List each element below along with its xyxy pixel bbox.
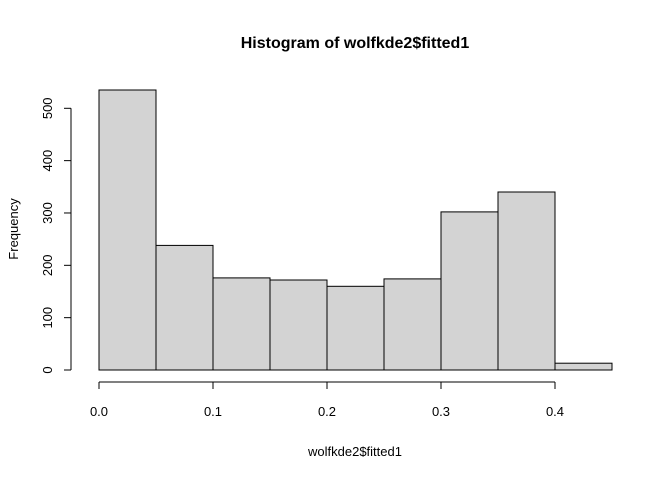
y-tick-label-4: 400 [40, 150, 55, 172]
x-tick-label-0: 0.0 [90, 404, 108, 419]
y-tick-label-2: 200 [40, 254, 55, 276]
histogram-bar-8 [554, 362, 613, 371]
histogram-bar-7 [497, 191, 556, 371]
histogram-bar-6 [440, 211, 499, 371]
y-axis: 0 100 200 300 400 500 [40, 97, 72, 374]
histogram-bar-4 [326, 285, 385, 371]
y-tick-label-0: 0 [40, 366, 55, 373]
histogram-bar-1 [155, 244, 214, 371]
histogram-bar-3 [269, 279, 328, 371]
y-tick-label-1: 100 [40, 307, 55, 329]
y-tick-label-3: 300 [40, 202, 55, 224]
bars-group [98, 89, 613, 371]
histogram-bar-2 [212, 277, 271, 371]
x-tick-label-2: 0.2 [318, 404, 336, 419]
x-tick-label-4: 0.4 [546, 404, 564, 419]
x-tick-label-3: 0.3 [432, 404, 450, 419]
x-axis-label: wolfkde2$fitted1 [307, 444, 402, 459]
y-tick-label-5: 500 [40, 97, 55, 119]
histogram-bar-0 [98, 89, 157, 371]
y-axis-label: Frequency [6, 198, 21, 260]
histogram-bar-5 [383, 278, 442, 371]
x-tick-label-1: 0.1 [204, 404, 222, 419]
chart-title: Histogram of wolfkde2$fitted1 [241, 35, 470, 52]
x-axis: 0.0 0.1 0.2 0.3 0.4 [90, 381, 564, 419]
